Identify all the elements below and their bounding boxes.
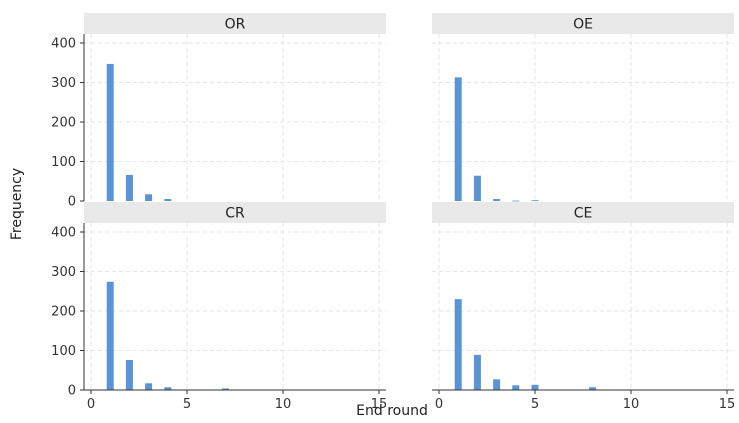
bar (512, 385, 520, 390)
x-tick-label: 5 (531, 397, 539, 412)
y-tick-label: 200 (51, 116, 76, 131)
x-tick-label: 10 (275, 397, 292, 412)
panel-title: OE (573, 17, 593, 33)
panel-strip (84, 13, 386, 34)
bar (473, 175, 481, 201)
bar (164, 199, 172, 201)
panel-oe: OE (432, 13, 734, 202)
y-tick-label: 0 (68, 195, 76, 210)
y-tick-label: 200 (51, 305, 76, 320)
bar (589, 387, 597, 390)
bar (125, 359, 133, 390)
x-tick-label: 5 (183, 397, 191, 412)
y-tick-label: 0 (68, 384, 76, 399)
bar (454, 299, 462, 390)
bar (145, 194, 153, 201)
panel-strip (84, 202, 386, 223)
x-tick-label: 15 (371, 397, 388, 412)
bar (493, 199, 501, 201)
bar (512, 200, 520, 202)
y-tick-label: 300 (51, 76, 76, 91)
panel-title: CR (225, 206, 245, 222)
panel-strip (432, 202, 734, 223)
bar (493, 379, 501, 390)
y-tick-label: 400 (51, 226, 76, 241)
panel-cr: CR 0 100 200 300 400 0 5 10 15 (51, 202, 387, 412)
bar (106, 281, 114, 390)
x-axis-title: End round (356, 403, 428, 419)
bar (454, 77, 462, 201)
bar (125, 174, 133, 201)
x-tick-label: 10 (623, 397, 640, 412)
bar (531, 384, 539, 390)
x-tick-label: 0 (87, 397, 95, 412)
x-tick-label: 0 (435, 397, 443, 412)
y-tick-label: 300 (51, 265, 76, 280)
bar (164, 387, 172, 390)
panel-or: OR 0 100 200 300 400 (51, 13, 386, 210)
panel-title: OR (225, 17, 246, 33)
panel-title: CE (574, 206, 593, 222)
panel-strip (432, 13, 734, 34)
bar (531, 200, 539, 202)
bar (473, 354, 481, 390)
y-tick-label: 400 (51, 37, 76, 52)
bar (145, 383, 153, 390)
panel-ce: CE 0 5 10 15 (432, 202, 735, 412)
bar (106, 63, 114, 202)
x-tick-label: 15 (719, 397, 736, 412)
y-axis-title: Frequency (9, 168, 25, 240)
bar (221, 388, 229, 390)
y-tick-label: 100 (51, 344, 76, 359)
y-tick-label: 100 (51, 155, 76, 170)
